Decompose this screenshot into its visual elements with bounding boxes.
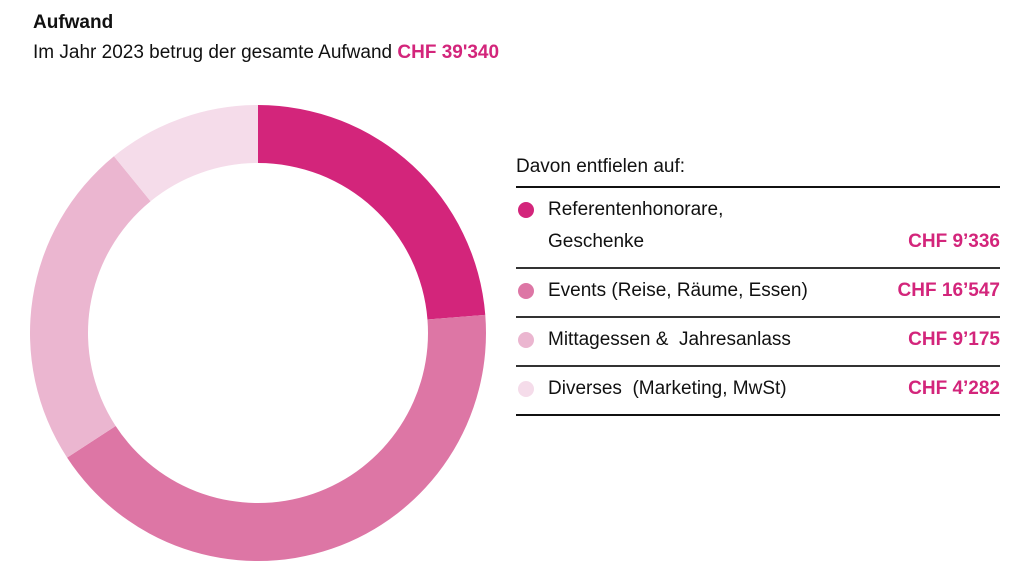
donut-slice — [113, 105, 259, 202]
legend-value: CHF 9’175 — [908, 329, 1000, 350]
legend-label: Events (Reise, Räume, Essen) — [548, 280, 808, 301]
donut-chart — [29, 105, 486, 561]
legend-swatch — [518, 283, 534, 299]
legend-label-line2: Geschenke — [548, 231, 645, 252]
chart-title: Aufwand — [33, 12, 114, 33]
subtitle-total: CHF 39'340 — [397, 42, 500, 63]
legend-label: Mittagessen & Jahresanlass — [548, 329, 791, 350]
legend-title: Davon entfielen auf: — [516, 156, 1000, 188]
donut-slice — [67, 314, 486, 561]
donut-slice — [258, 105, 486, 320]
legend-label: Diverses (Marketing, MwSt) — [548, 378, 787, 399]
legend-value: CHF 4’282 — [908, 378, 1000, 399]
legend: Davon entfielen auf: Referentenhonorare,… — [516, 156, 1000, 416]
legend-value: CHF 16’547 — [897, 280, 1000, 301]
legend-label-line1: Referentenhonorare, — [548, 199, 724, 220]
legend-item: Referentenhonorare, Geschenke CHF 9’336 — [516, 188, 1000, 269]
legend-value: CHF 9’336 — [908, 231, 1000, 252]
donut-slice — [29, 156, 151, 458]
chart-subtitle: Im Jahr 2023 betrug der gesamte Aufwand … — [33, 42, 499, 64]
legend-swatch — [518, 202, 534, 218]
legend-swatch — [518, 332, 534, 348]
legend-item: Mittagessen & Jahresanlass CHF 9’175 — [516, 318, 1000, 367]
subtitle-text: Im Jahr 2023 betrug der gesamte Aufwand — [33, 42, 393, 63]
legend-item: Events (Reise, Räume, Essen) CHF 16’547 — [516, 269, 1000, 318]
legend-label: Referentenhonorare, Geschenke — [548, 194, 908, 258]
legend-swatch — [518, 381, 534, 397]
legend-item: Diverses (Marketing, MwSt) CHF 4’282 — [516, 367, 1000, 416]
